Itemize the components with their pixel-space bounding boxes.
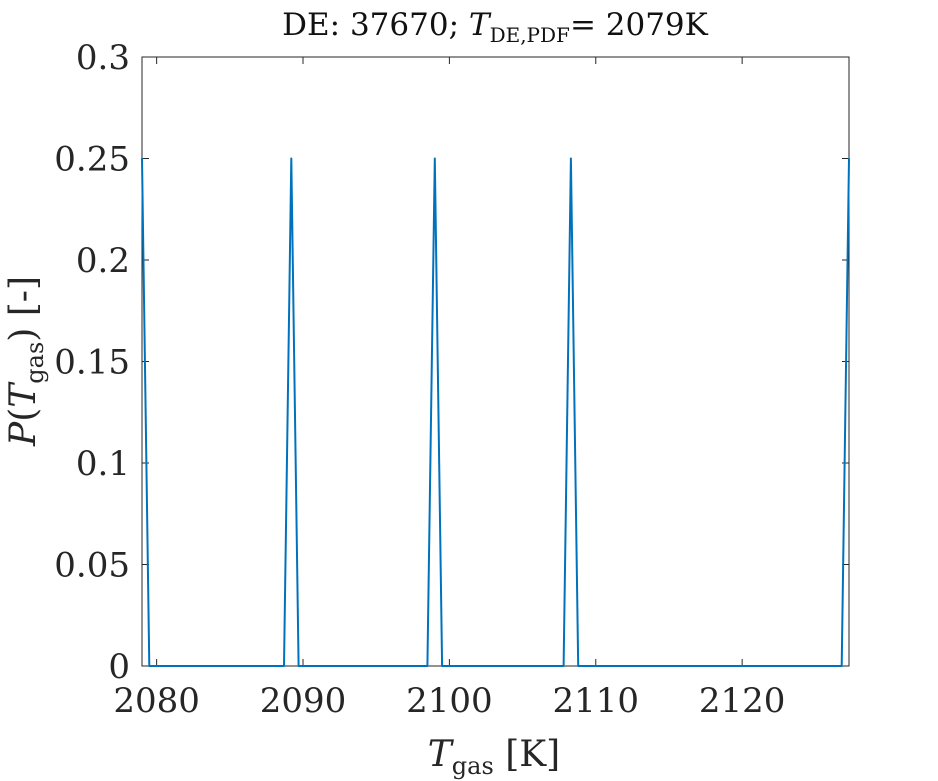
data-point [562, 665, 565, 667]
x-tick-label: 2100 [406, 681, 493, 721]
y-tick-label: 0.1 [76, 444, 130, 484]
data-point [848, 157, 850, 160]
y-tick-label: 0.2 [76, 241, 130, 281]
chart-title: DE: 37670; TDE,PDF= 2079K [282, 7, 708, 47]
data-point [570, 157, 572, 160]
y-tick-label: 0.05 [54, 546, 130, 586]
data-point [297, 665, 300, 667]
x-tick-label: 2090 [260, 681, 347, 721]
data-point [426, 665, 429, 667]
data-point [141, 157, 143, 160]
y-tick-label: 0 [108, 647, 130, 687]
tick-labels: 2080 2090 2100 2110 2120 0 0.05 0.1 0.15 0.2 0.25 0… [54, 38, 785, 721]
x-axis-label: Tgas [K] [428, 734, 560, 780]
y-axis-label: P(Tgas) [-] [3, 276, 49, 447]
axes-box [141, 56, 850, 667]
data-point [290, 157, 293, 160]
y-tick-label: 0.15 [54, 343, 130, 383]
data-point [433, 157, 436, 160]
y-tick-label: 0.25 [54, 140, 130, 180]
series-group [141, 157, 850, 667]
data-point [148, 665, 151, 667]
x-tick-label: 2120 [699, 681, 786, 721]
y-tick-label: 0.3 [76, 38, 130, 78]
data-point [283, 665, 285, 667]
data-point [577, 665, 580, 667]
data-point [840, 665, 843, 667]
plot-area [141, 56, 850, 667]
x-tick-label: 2080 [113, 681, 200, 721]
x-tick-label: 2110 [553, 681, 640, 721]
data-point [441, 665, 443, 667]
